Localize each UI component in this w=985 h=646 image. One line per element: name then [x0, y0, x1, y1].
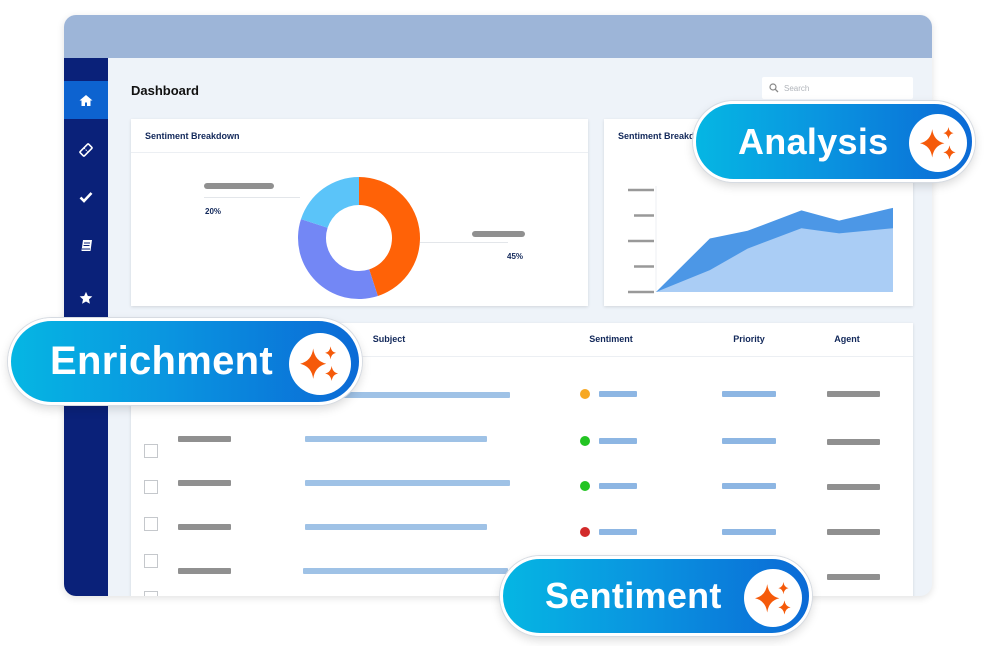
sparkles-icon: [909, 114, 967, 172]
sentiment-dot: [580, 389, 590, 399]
column-header-sentiment[interactable]: Sentiment: [589, 334, 633, 344]
row-checkbox[interactable]: [144, 517, 158, 531]
subject-placeholder: [305, 524, 487, 530]
data-label-left: 20%: [205, 207, 222, 216]
sidebar-item-tickets[interactable]: [64, 131, 108, 169]
header-divider: [131, 356, 913, 357]
badge-label: Analysis: [738, 120, 889, 162]
home-icon: [79, 94, 93, 106]
donut-slice-0: [359, 177, 420, 297]
sidebar-item-home[interactable]: [64, 81, 108, 119]
area-series-1: [656, 228, 893, 292]
row-checkbox[interactable]: [144, 480, 158, 494]
row-checkbox[interactable]: [144, 591, 158, 596]
priority-placeholder: [722, 438, 776, 444]
subject-placeholder: [305, 436, 487, 442]
ticket-icon: [79, 143, 93, 157]
subject-placeholder: [305, 392, 510, 398]
sentiment-dot: [580, 436, 590, 446]
sidebar-item-tasks[interactable]: [64, 178, 108, 216]
sparkles-icon: [289, 333, 351, 395]
agent-placeholder: [827, 439, 880, 445]
priority-placeholder: [722, 529, 776, 535]
sentiment-breakdown-card: Sentiment Breakdown 20% 45%: [131, 119, 588, 306]
column-header-agent[interactable]: Agent: [834, 334, 860, 344]
agent-placeholder: [827, 574, 880, 580]
sidebar-item-knowledge[interactable]: [64, 227, 108, 265]
card-title: Sentiment Breakdown: [145, 131, 240, 141]
donut-slice-1: [298, 219, 378, 299]
legend-bar: [472, 231, 525, 237]
area-chart: [628, 186, 893, 294]
leader-line: [204, 197, 300, 198]
sentiment-placeholder: [599, 391, 637, 397]
row-checkbox[interactable]: [144, 554, 158, 568]
agent-placeholder: [827, 391, 880, 397]
priority-placeholder: [722, 483, 776, 489]
leader-line: [420, 242, 508, 243]
column-header-subject[interactable]: Subject: [372, 334, 406, 344]
ticket-id-placeholder: [178, 436, 231, 442]
subject-placeholder: [305, 480, 510, 486]
sentiment-dot: [580, 481, 590, 491]
agent-placeholder: [827, 529, 880, 535]
sentiment-placeholder: [599, 438, 637, 444]
check-icon: [79, 192, 93, 203]
divider: [131, 152, 588, 153]
book-icon: [81, 240, 92, 251]
sentiment-placeholder: [599, 529, 637, 535]
agent-placeholder: [827, 484, 880, 490]
ticket-id-placeholder: [178, 480, 231, 486]
donut-chart: [298, 177, 420, 299]
data-label-right: 45%: [507, 252, 524, 261]
enrichment-badge: Enrichment: [8, 318, 362, 405]
sentiment-placeholder: [599, 483, 637, 489]
column-header-priority[interactable]: Priority: [733, 334, 765, 344]
sidebar-item-favorites[interactable]: [64, 279, 108, 317]
page-title: Dashboard: [131, 83, 199, 98]
ticket-id-placeholder: [178, 524, 231, 530]
priority-placeholder: [722, 391, 776, 397]
star-icon: [79, 291, 93, 304]
analysis-badge: Analysis: [693, 101, 975, 182]
sparkles-icon: [744, 569, 802, 627]
search-icon: [769, 83, 779, 93]
ticket-id-placeholder: [178, 568, 231, 574]
card-title: Sentiment Breakdown: [618, 131, 713, 141]
badge-label: Enrichment: [50, 339, 274, 383]
legend-bar: [204, 183, 274, 189]
badge-label: Sentiment: [545, 575, 722, 616]
search-placeholder: Search: [784, 83, 810, 93]
sentiment-dot: [580, 527, 590, 537]
donut-slice-2: [300, 177, 359, 228]
subject-placeholder: [303, 568, 508, 574]
title-bar: [64, 15, 932, 58]
row-checkbox[interactable]: [144, 444, 158, 458]
search-input[interactable]: Search: [762, 77, 913, 99]
sentiment-badge: Sentiment: [500, 556, 812, 636]
